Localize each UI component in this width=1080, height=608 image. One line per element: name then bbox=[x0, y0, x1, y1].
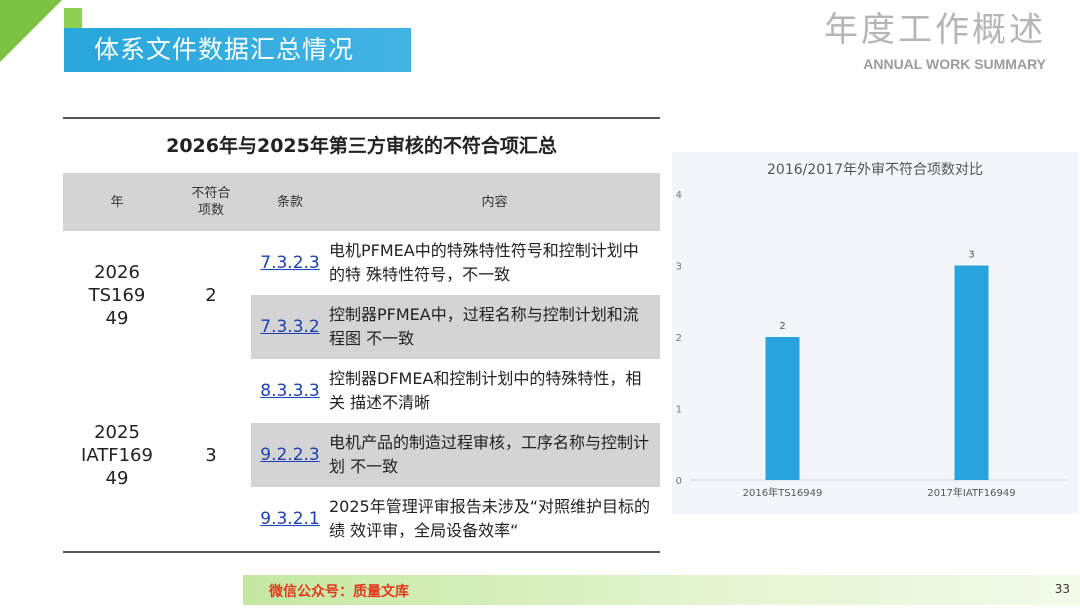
footer-bar: 微信公众号：质量文库 33 bbox=[243, 575, 1080, 605]
table-row: 9.3.2.1 2025年管理评审报告未涉及“对照维护目标的绩 效评审，全局设备… bbox=[251, 487, 660, 551]
bar bbox=[954, 265, 989, 480]
section-title-banner: 体系文件数据汇总情况 bbox=[64, 28, 411, 72]
clause-link[interactable]: 7.3.2.3 bbox=[260, 253, 320, 273]
x-tick-label: 2017年IATF16949 bbox=[927, 486, 1015, 499]
table-title: 2026年与2025年第三方审核的不符合项汇总 bbox=[166, 135, 557, 157]
content-cell: 电机产品的制造过程审核，工序名称与控制计划 不一致 bbox=[329, 433, 650, 476]
data-label: 2 bbox=[779, 321, 785, 332]
table-row: 7.3.2.3 电机PFMEA中的特殊特性符号和控制计划中的特 殊特性符号，不一… bbox=[251, 231, 660, 295]
clause-link[interactable]: 7.3.3.2 bbox=[260, 317, 320, 337]
corner-decoration bbox=[0, 0, 62, 62]
year-cell: 2025 IATF169 49 bbox=[63, 359, 171, 551]
year-line: TS169 bbox=[88, 284, 146, 306]
page-number: 33 bbox=[1054, 582, 1070, 596]
x-tick-label: 2016年TS16949 bbox=[743, 486, 823, 499]
banner-tab-decoration bbox=[64, 8, 82, 30]
page-title-cn: 年度工作概述 bbox=[824, 10, 1046, 50]
table-row: 7.3.3.2 控制器PFMEA中，过程名称与控制计划和流程图 不一致 bbox=[251, 295, 660, 359]
header-count-line1: 不符合 bbox=[191, 186, 231, 201]
clause-link[interactable]: 8.3.3.3 bbox=[260, 381, 320, 401]
year-line: 49 bbox=[105, 467, 129, 489]
year-line: 2026 bbox=[94, 261, 140, 283]
wechat-label: 微信公众号：质量文库 bbox=[269, 584, 409, 600]
y-tick-label: 4 bbox=[676, 190, 682, 201]
data-label: 3 bbox=[968, 250, 974, 261]
content-cell: 控制器PFMEA中，过程名称与控制计划和流程图 不一致 bbox=[329, 305, 639, 348]
year-line: 2025 bbox=[94, 421, 140, 443]
chart-title: 2016/2017年外审不符合项数对比 bbox=[767, 162, 983, 178]
table-row: 9.2.2.3 电机产品的制造过程审核，工序名称与控制计划 不一致 bbox=[251, 423, 660, 487]
content-cell: 电机PFMEA中的特殊特性符号和控制计划中的特 殊特性符号，不一致 bbox=[329, 241, 639, 284]
y-tick-label: 1 bbox=[676, 405, 682, 416]
count-cell: 3 bbox=[205, 444, 217, 466]
header-content: 内容 bbox=[481, 194, 508, 210]
header-count: 不符合 项数 bbox=[171, 173, 251, 231]
year-line: 49 bbox=[105, 307, 129, 329]
header-clause: 条款 bbox=[276, 194, 303, 210]
table-header-row: 年 不符合项数 条款 内容 bbox=[63, 173, 660, 231]
table-group-2025: 2025 IATF169 49 3 8.3.3.3 控制器DFMEA和控制计划中的特… bbox=[63, 359, 660, 551]
header-count-line2: 项数 bbox=[197, 203, 224, 218]
content-cell: 2025年管理评审报告未涉及“对照维护目标的绩 效评审，全局设备效率“ bbox=[329, 497, 651, 540]
y-tick-label: 2 bbox=[676, 333, 682, 344]
content-cell: 控制器DFMEA和控制计划中的特殊特性，相关 描述不清晰 bbox=[329, 369, 642, 412]
y-tick-label: 0 bbox=[676, 476, 682, 487]
header-year: 年 bbox=[110, 194, 124, 210]
nonconformity-table: 2026年与2025年第三方审核的不符合项汇总 年 不符合项数 条款 内容 20… bbox=[63, 117, 660, 553]
year-line: IATF169 bbox=[81, 444, 153, 466]
page-title-block: 年度工作概述 ANNUAL WORK SUMMARY bbox=[824, 10, 1046, 72]
table-group-2026: 2026 TS169 49 2 7.3.2.3 电机PFMEA中的特殊特性符号和控制… bbox=[63, 231, 660, 359]
bar-chart-panel: 2016/2017年外审不符合项数对比 0 1 2 3 4 2 2016年TS16949 3 2… bbox=[672, 152, 1078, 514]
bar-chart: 2016/2017年外审不符合项数对比 0 1 2 3 4 2 2016年TS16949 3 2… bbox=[676, 162, 1068, 499]
clause-link[interactable]: 9.3.2.1 bbox=[260, 509, 320, 529]
y-tick-label: 3 bbox=[676, 262, 682, 273]
clause-link[interactable]: 9.2.2.3 bbox=[260, 445, 320, 465]
section-title: 体系文件数据汇总情况 bbox=[94, 35, 355, 64]
count-cell: 2 bbox=[205, 284, 217, 306]
bar bbox=[765, 337, 800, 480]
page-title-en: ANNUAL WORK SUMMARY bbox=[863, 56, 1046, 72]
year-cell: 2026 TS169 49 bbox=[63, 231, 171, 359]
table-row: 8.3.3.3 控制器DFMEA和控制计划中的特殊特性，相关 描述不清晰 bbox=[251, 359, 660, 423]
